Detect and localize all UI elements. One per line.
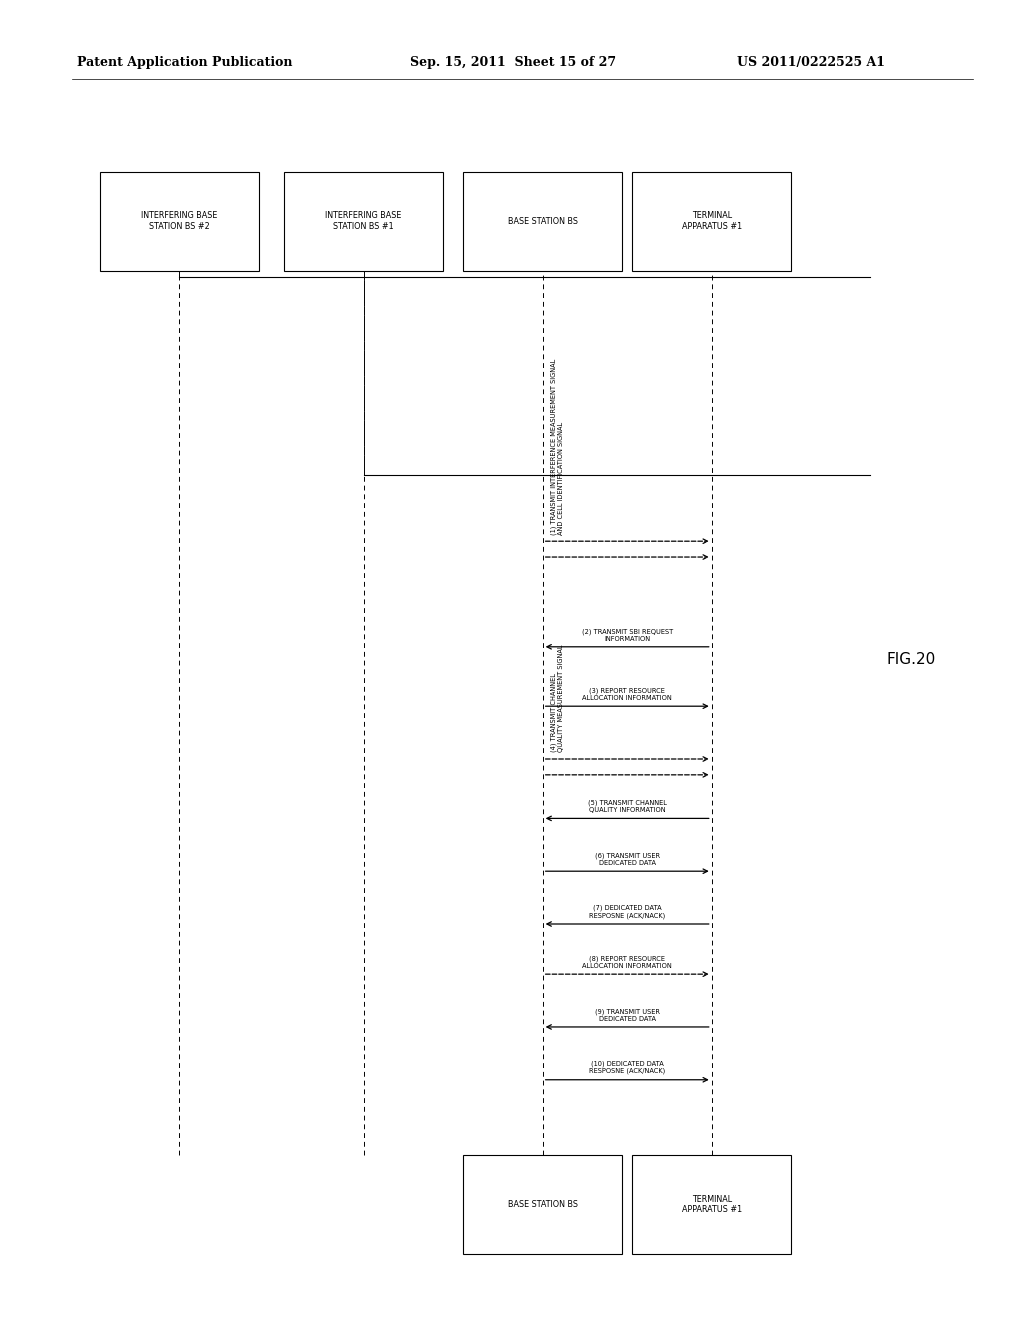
- Bar: [463, 172, 623, 271]
- Text: BASE STATION BS: BASE STATION BS: [508, 1200, 578, 1209]
- Text: (2) TRANSMIT SBI REQUEST
INFORMATION: (2) TRANSMIT SBI REQUEST INFORMATION: [582, 628, 673, 642]
- Text: INTERFERING BASE
STATION BS #2: INTERFERING BASE STATION BS #2: [141, 211, 217, 231]
- Text: (5) TRANSMIT CHANNEL
QUALITY INFORMATION: (5) TRANSMIT CHANNEL QUALITY INFORMATION: [588, 800, 667, 813]
- Text: TERMINAL
APPARATUS #1: TERMINAL APPARATUS #1: [682, 1195, 741, 1214]
- Text: (4) TRANSMIT CHANNEL
QUALITY MEASUREMENT SIGNAL: (4) TRANSMIT CHANNEL QUALITY MEASUREMENT…: [551, 645, 564, 752]
- Text: (8) REPORT RESOURCE
ALLOCATION INFORMATION: (8) REPORT RESOURCE ALLOCATION INFORMATI…: [583, 956, 672, 969]
- Text: (7) DEDICATED DATA
RESPOSNE (ACK/NACK): (7) DEDICATED DATA RESPOSNE (ACK/NACK): [589, 904, 666, 919]
- Text: INTERFERING BASE
STATION BS #1: INTERFERING BASE STATION BS #1: [326, 211, 401, 231]
- Bar: [632, 1155, 791, 1254]
- Text: BASE STATION BS: BASE STATION BS: [508, 216, 578, 226]
- Bar: [632, 172, 791, 271]
- Text: FIG.20: FIG.20: [887, 652, 936, 668]
- Text: (1) TRANSMIT INTERFERENCE MEASUREMENT SIGNAL
AND CELL IDENTIFICATION SIGNAL: (1) TRANSMIT INTERFERENCE MEASUREMENT SI…: [551, 358, 564, 535]
- Bar: [463, 1155, 623, 1254]
- Text: Patent Application Publication: Patent Application Publication: [77, 55, 292, 69]
- Text: (9) TRANSMIT USER
DEDICATED DATA: (9) TRANSMIT USER DEDICATED DATA: [595, 1008, 659, 1022]
- Bar: [284, 172, 442, 271]
- Text: Sep. 15, 2011  Sheet 15 of 27: Sep. 15, 2011 Sheet 15 of 27: [410, 55, 615, 69]
- Text: US 2011/0222525 A1: US 2011/0222525 A1: [737, 55, 886, 69]
- Text: (10) DEDICATED DATA
RESPOSNE (ACK/NACK): (10) DEDICATED DATA RESPOSNE (ACK/NACK): [589, 1060, 666, 1074]
- Text: (3) REPORT RESOURCE
ALLOCATION INFORMATION: (3) REPORT RESOURCE ALLOCATION INFORMATI…: [583, 688, 672, 701]
- Text: TERMINAL
APPARATUS #1: TERMINAL APPARATUS #1: [682, 211, 741, 231]
- Text: (6) TRANSMIT USER
DEDICATED DATA: (6) TRANSMIT USER DEDICATED DATA: [595, 853, 659, 866]
- Bar: [99, 172, 258, 271]
